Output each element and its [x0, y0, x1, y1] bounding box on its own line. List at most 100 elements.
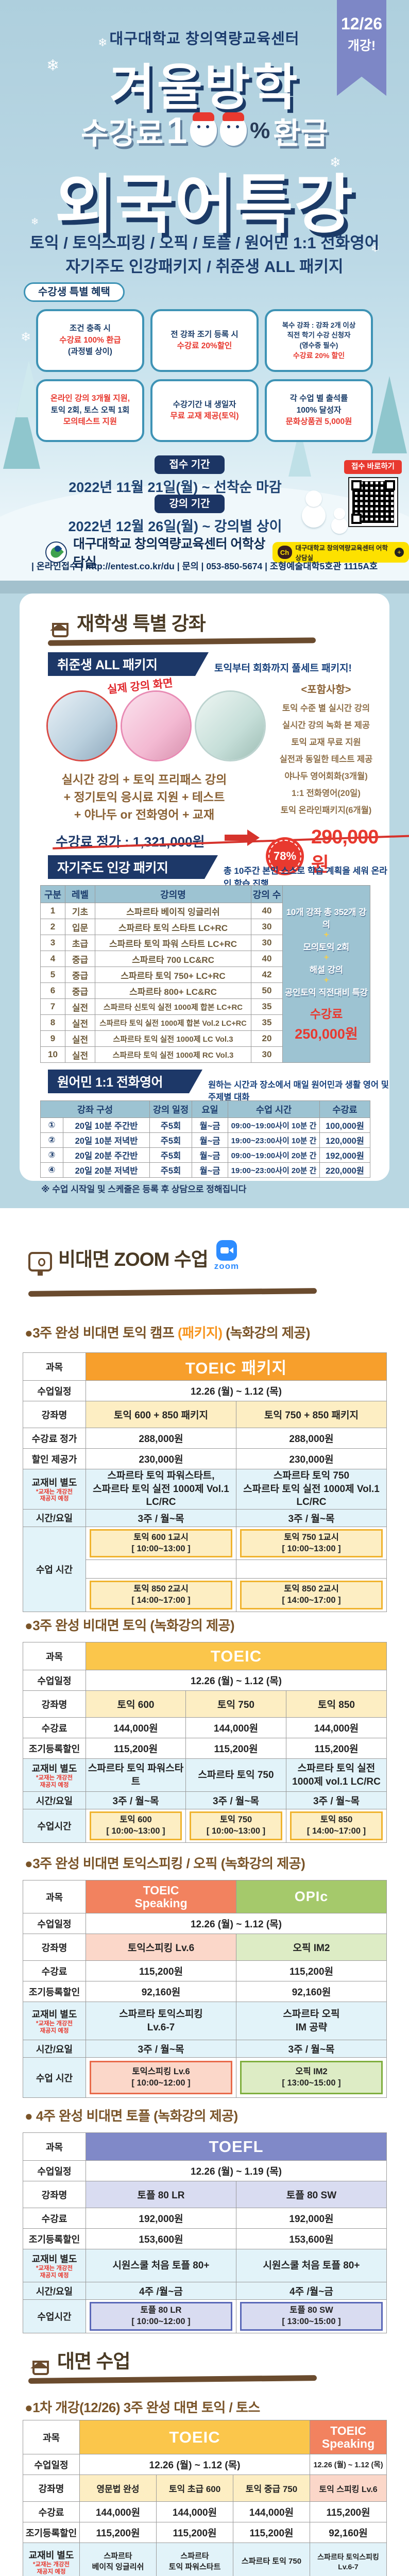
- table-row: 2 입문 스파르타 토익 스타트 LC+RC 30: [40, 919, 283, 935]
- snowflake-icon: ❄: [98, 36, 108, 49]
- snowflake-icon: ❄: [371, 243, 380, 255]
- kakao-ch-icon: Ch: [277, 546, 292, 559]
- qr-code[interactable]: [348, 477, 398, 527]
- table-toeic-3week: 과목 TOEIC 수업일정 12.26 (월) ~ 1.12 (목) 강좌명 토익 6…: [23, 1642, 387, 1843]
- self-study-summary-panel: 10개 강좌 총 352개 강의 + 모의토익 2회 + 해설 강의 + 공인토…: [283, 885, 370, 1063]
- jobseeker-tagline: 토익부터 회화까지 풀세트 패키지!: [214, 663, 352, 674]
- special-course-section: 재학생 특별 강좌 취준생 ALL 패키지 토익부터 회화까지 풀세트 패키지!…: [0, 594, 409, 1208]
- instructor-photo: [195, 690, 266, 761]
- refund-suffix: 환급: [273, 117, 328, 150]
- subheading-offline-1st: ●1차 개강(12/26) 3주 완성 대면 토익 / 토스: [25, 2400, 260, 2415]
- benefit-card-early-discount: 전 강좌 조기 등록 시 수강료 20%할인: [150, 309, 259, 372]
- university-logo-icon: [45, 541, 67, 563]
- brush-underline: [28, 1288, 317, 1297]
- qr-cta-label: 접수 바로하기: [344, 460, 402, 474]
- tree-icon: [372, 376, 407, 453]
- santa-zero-icon: [190, 112, 217, 146]
- benefit-cards: 조건 충족 시 수강료 100% 환급 (과정별 상이) 전 강좌 조기 등록 …: [36, 309, 373, 442]
- badge-phone-english: 원어민 1:1 전화영어: [48, 1070, 202, 1093]
- refund-headline: 수강료 1 % 환급: [0, 109, 409, 152]
- monitor-icon: [28, 1252, 52, 1276]
- instructor-photo: [121, 690, 192, 761]
- table-toefl: 과목 TOEFL 수업일정 12.26 (월) ~ 1.19 (목) 강좌명 토플 8…: [23, 2132, 387, 2333]
- table-row: 9 실전 스파르타 토익 실전 1000제 LC Vol.3 20: [40, 1030, 283, 1047]
- kakao-plus-icon: +: [395, 548, 404, 557]
- table-row: ③ 20일 20분 주간반 주5회 월~금 09:00~19:00사이 20분 간 19…: [40, 1147, 371, 1163]
- table-row: ② 20일 10분 저녁반 주5회 월~금 19:00~23:00사이 10분 간 12…: [40, 1132, 371, 1148]
- subheading-speaking-opic: ●3주 완성 비대면 토익스피킹 / 오픽 (녹화강의 제공): [25, 1856, 305, 1871]
- phone-english-table: 강좌 구성 강의 일정 요일 수업 시간 수강료 ① 20일 10분 주간반 주5회…: [40, 1100, 371, 1178]
- poster-main-title: 외국어특강: [55, 170, 354, 241]
- table-speaking-opic: 과목 TOEIC Speaking OPIc 수업일정 12.26 (월) ~ 1.…: [23, 1880, 387, 2098]
- price-final: 290,000원: [311, 826, 379, 876]
- poster-footer: 대구대학교 창의역량교육센터 어학상담실 Ch 대구대학교 창의역량교육센터 어…: [45, 534, 409, 571]
- course-period-date: 2022년 12월 26일(월) ~ 강의별 상이: [68, 519, 282, 534]
- poster-header: ❄ ❄ ❄ ❄ ❄ ❄ 12/26 개강! 대구대학교 창의역량교육센터 겨울방…: [0, 0, 409, 613]
- benefit-card-birthday: 수강기간 내 생일자 무료 교재 제공(토익): [150, 379, 259, 442]
- self-study-price-label: 수강료: [310, 1007, 343, 1021]
- ribbon-label: 개강!: [347, 39, 376, 53]
- arrow-right-icon: [225, 829, 260, 846]
- house-icon: [48, 615, 71, 637]
- benefit-card-attendance: 각 수업 별 출석률 100% 달성자 문화상품권 5,000원: [265, 379, 373, 442]
- divider-band: [0, 581, 409, 594]
- course-tables-section: 비대면 ZOOM 수업 zoom ●3주 완성 비대면 토익 캠프 (패키지) …: [0, 1208, 409, 2576]
- refund-prefix: 수강료: [81, 117, 164, 150]
- poster-title-season: 겨울방학: [109, 60, 300, 115]
- refund-number-one: 1: [166, 110, 188, 151]
- center-name: 대구대학교 창의역량교육센터 어학상담실: [73, 537, 265, 570]
- badge-jobseeker-package: 취준생 ALL 패키지: [48, 652, 209, 676]
- santa-zero-icon: [220, 112, 247, 146]
- benefit-card-refund: 조건 충족 시 수강료 100% 환급 (과정별 상이): [36, 309, 144, 372]
- house-icon: [28, 2353, 51, 2375]
- table-row: 10 실전 스파르타 토익 실전 1000제 RC Vol.3 30: [40, 1046, 283, 1063]
- table-row: 7 실전 스파르타 신토익 실전 1000제 합본 LC+RC 35: [40, 998, 283, 1015]
- contact-info-line: | 온라인접수 | http://entest.co.kr/du | 문의 | …: [31, 561, 378, 571]
- snowflake-icon: ❄: [21, 330, 31, 344]
- opening-date-ribbon: 12/26 개강!: [337, 0, 386, 96]
- course-period-pill: 강의 기간: [155, 495, 225, 513]
- kakao-channel-button[interactable]: Ch 대구대학교 창의역량교육센터 어학상담실 +: [272, 542, 409, 563]
- table-row: 5 중급 스파르타 토익 750+ LC+RC 42: [40, 967, 283, 983]
- table-row: 4 중급 스파르타 700 LC&RC 40: [40, 951, 283, 967]
- package-desc-2: + 정기토익 응시료 지원 + 테스트: [63, 790, 225, 804]
- phone-english-note: ※ 수업 시작일 및 스케줄은 등록 후 상담으로 정해집니다: [41, 1184, 247, 1194]
- table-row: 1 기초 스파르타 베이직 잉글리쉬 40: [40, 903, 283, 919]
- table-toeic-package: 과목 TOEIC 패키지 수업일정 12.26 (월) ~ 1.12 (목) 강좌명…: [23, 1352, 387, 1612]
- snowflake-icon: ❄: [330, 155, 341, 170]
- brush-underline: [47, 637, 316, 646]
- table-row: ① 20일 10분 주간반 주5회 월~금 09:00~19:00사이 10분 간 10…: [40, 1117, 371, 1133]
- snowflake-icon: ❄: [31, 216, 39, 227]
- reception-period-pill: 접수 기간: [155, 455, 225, 474]
- benefit-card-multi-course: 복수 강좌 : 강좌 2개 이상 직전 학기 수강 신청자 (영수증 필수) 수…: [265, 309, 373, 372]
- subjects-line-2: 자기주도 인강패키지 / 취준생 ALL 패키지: [65, 258, 344, 276]
- organization-name: 대구대학교 창의역량교육센터: [109, 31, 300, 47]
- zoom-logo-icon: zoom: [214, 1240, 239, 1272]
- subjects-line-1: 토익 / 토익스피킹 / 오픽 / 토플 / 원어민 1:1 전화영어: [29, 234, 380, 252]
- badge-self-study-package: 자기주도 인강 패키지: [48, 855, 218, 879]
- self-study-price: 250,000원: [295, 1026, 358, 1042]
- subheading-toefl: ● 4주 완성 비대면 토플 (녹화강의 제공): [25, 2108, 238, 2124]
- subheading-toeic: ●3주 완성 비대면 토익 (녹화강의 제공): [25, 1618, 234, 1633]
- refund-percent: %: [250, 118, 270, 143]
- self-study-table: 구분 레벨 강의명 강의 수 1 기초 스파르타 베이직 잉글리쉬 40 2 입문 스파르…: [40, 885, 370, 1063]
- section-heading-offline: 대면 수업: [28, 2346, 130, 2375]
- starburst-discount-badge: 78%: [266, 837, 304, 875]
- brush-underline: [28, 2375, 317, 2384]
- snowman-icon: [331, 507, 348, 534]
- section-heading-special: 재학생 특별 강좌: [48, 608, 206, 637]
- subheading-toeic-package: ●3주 완성 비대면 토익 캠프 (패키지) (녹화강의 제공): [25, 1325, 310, 1341]
- table-row: ④ 20일 20분 저녁반 주5회 월~금 19:00~23:00사이 20분 간 22…: [40, 1162, 371, 1178]
- phone-english-tagline: 원하는 시간과 장소에서 매일 원어민과 생활 영어 및 주제별 대화: [208, 1080, 389, 1102]
- special-course-card: 재학생 특별 강좌 취준생 ALL 패키지 토익부터 회화까지 풀세트 패키지!…: [20, 594, 389, 1194]
- price-original: 수강료 정가 : 1,321,000원: [56, 832, 409, 851]
- ribbon-date: 12/26: [340, 14, 383, 33]
- reception-period-date: 2022년 11월 21일(월) ~ 선착순 마감: [69, 480, 282, 495]
- section-heading-zoom: 비대면 ZOOM 수업 zoom: [28, 1240, 239, 1276]
- package-desc-3: + 야나두 or 전화영어 + 교재: [74, 808, 215, 821]
- student-benefits-badge: 수강생 특별 혜택: [24, 282, 125, 302]
- package-includes: <포함사항> 토익 수준 별 실시간 강의 실시간 강의 녹화 본 제공 토익 …: [279, 684, 373, 815]
- instructor-photo: [46, 690, 117, 761]
- table-row: 8 실전 스파르타 토익 실전 1000제 합본 Vol.2 LC+RC 35: [40, 1014, 283, 1031]
